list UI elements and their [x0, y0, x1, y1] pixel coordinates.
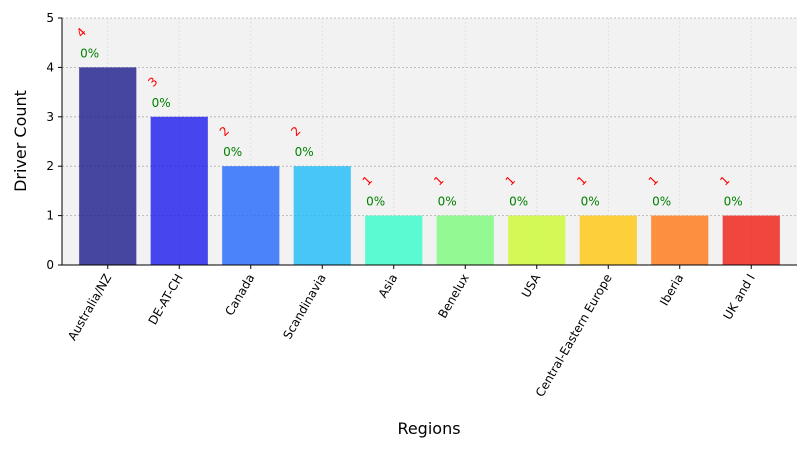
percent-label: 0% — [223, 145, 242, 159]
y-tick-label: 1 — [46, 209, 54, 223]
bar — [508, 215, 566, 265]
bar — [150, 116, 208, 265]
bar — [722, 215, 780, 265]
percent-label: 0% — [152, 96, 171, 110]
y-tick-label: 2 — [46, 159, 54, 173]
bar — [651, 215, 709, 265]
percent-label: 0% — [581, 195, 600, 209]
y-tick-label: 5 — [46, 11, 54, 25]
x-tick-label: Asia — [376, 272, 401, 301]
x-tick-label: Iberia — [657, 272, 686, 309]
bar — [579, 215, 637, 265]
x-axis-title: Regions — [397, 419, 460, 438]
percent-label: 0% — [724, 195, 743, 209]
bar — [293, 166, 351, 265]
percent-label: 0% — [438, 195, 457, 209]
bars-group — [79, 67, 780, 266]
bar — [79, 67, 137, 266]
x-tick-label: Central-Eastern Europe — [533, 272, 615, 400]
percent-label: 0% — [80, 46, 99, 60]
x-tick-label: Australia/NZ — [65, 272, 114, 343]
y-tick-label: 0 — [46, 258, 54, 272]
percent-label: 0% — [652, 195, 671, 209]
percent-label: 0% — [366, 195, 385, 209]
y-tick-label: 3 — [46, 110, 54, 124]
bar — [436, 215, 494, 265]
x-tick-label: UK and I — [721, 272, 758, 323]
percent-label: 0% — [509, 195, 528, 209]
percent-label: 0% — [295, 145, 314, 159]
x-tick-label: Scandinavia — [280, 272, 329, 342]
x-tick-label: DE-AT-CH — [146, 272, 186, 328]
x-tick-label: Canada — [222, 272, 257, 319]
x-tick-label: Benelux — [435, 272, 471, 321]
x-tick-label: USA — [519, 271, 544, 300]
bar — [222, 166, 280, 265]
y-axis-title: Driver Count — [11, 90, 30, 192]
y-tick-label: 4 — [46, 60, 54, 74]
bar — [365, 215, 423, 265]
